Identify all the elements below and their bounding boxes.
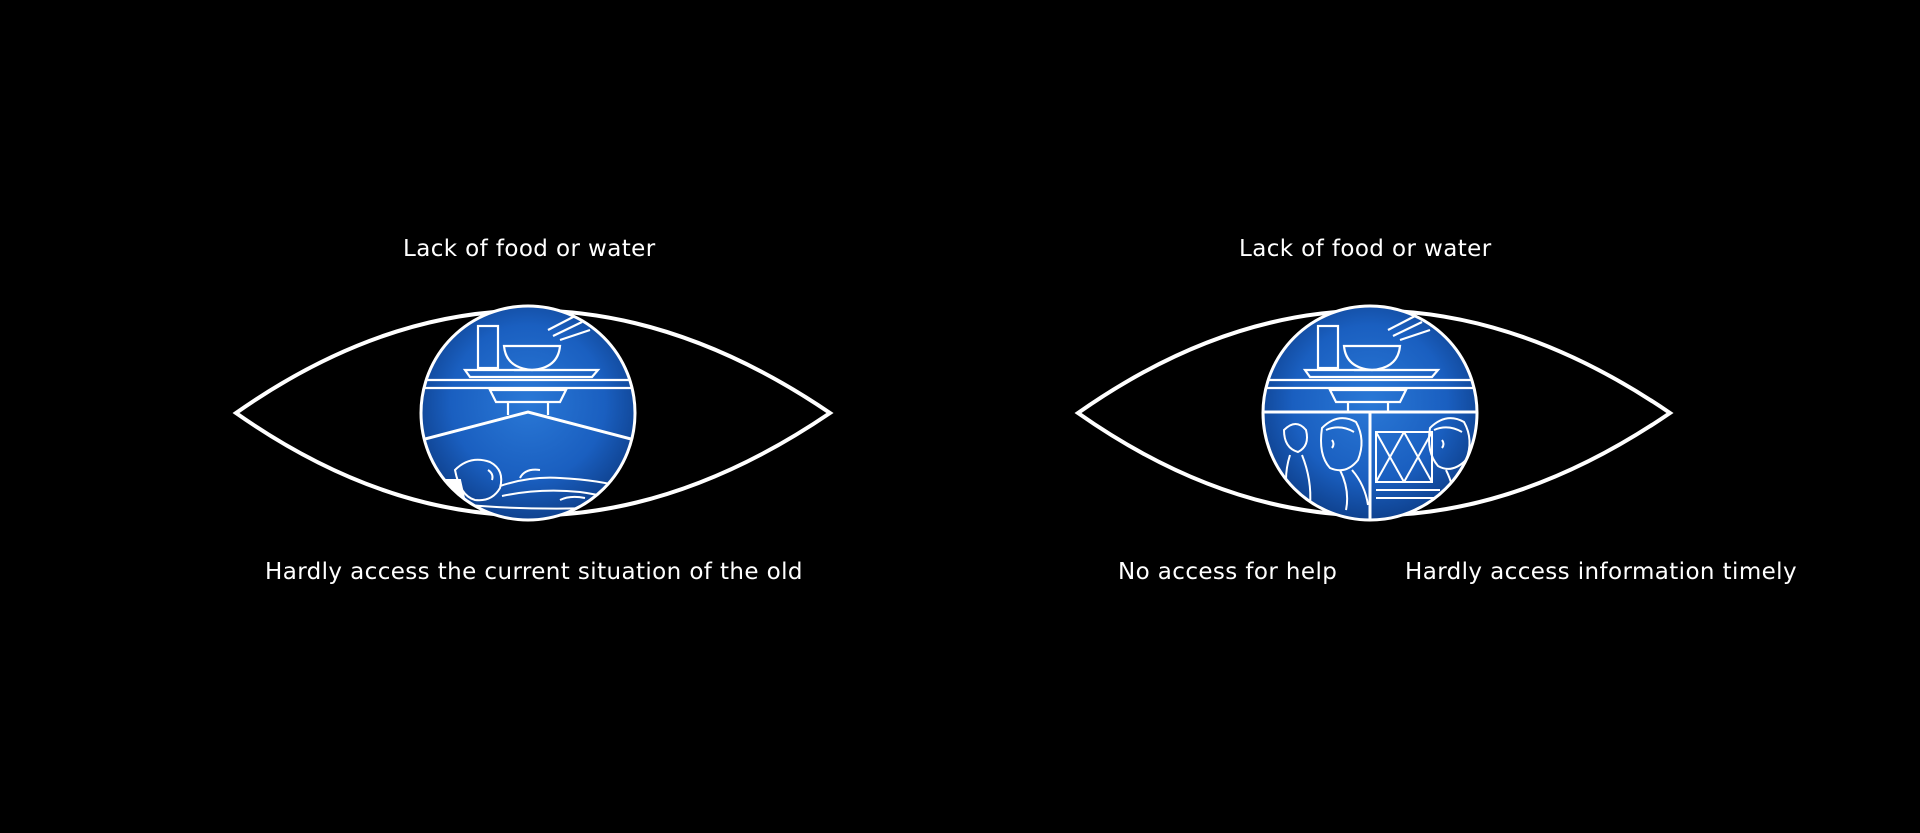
eye-right-bottom-left-label: No access for help <box>1118 559 1338 585</box>
eye-right <box>1074 304 1674 522</box>
eye-left <box>232 304 834 522</box>
table-bowl-illustration <box>421 315 635 415</box>
eye-right-top-label: Lack of food or water <box>1239 236 1492 262</box>
iris-right <box>1263 306 1477 520</box>
eye-left-top-label: Lack of food or water <box>403 236 656 262</box>
eye-left-outline <box>232 308 834 518</box>
table-bowl-illustration <box>1263 315 1477 412</box>
iris-left <box>421 306 635 520</box>
eye-right-outline <box>1074 308 1674 518</box>
eye-left-bottom-label: Hardly access the current situation of t… <box>265 559 803 585</box>
eye-right-bottom-right-label: Hardly access information timely <box>1405 559 1797 585</box>
